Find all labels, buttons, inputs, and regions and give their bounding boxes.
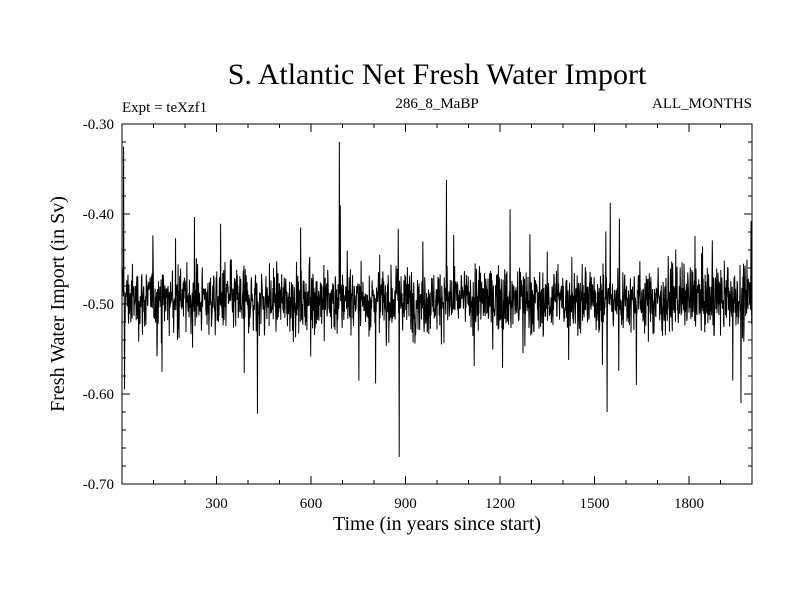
y-tick-label: -0.40 — [83, 207, 114, 223]
x-tick-label: 1200 — [485, 496, 515, 512]
series-line — [121, 141, 753, 458]
y-tick-label: -0.30 — [83, 117, 114, 133]
plot-area — [121, 123, 753, 485]
x-axis-ticks: 300 600 900 1200 1500 1800 — [153, 124, 721, 512]
y-axis-ticks: -0.30 -0.40 -0.50 -0.60 -0.70 — [83, 117, 752, 493]
x-axis-label: Time (in years since start) — [333, 513, 541, 535]
y-tick-label: -0.50 — [83, 297, 114, 313]
y-tick-label: -0.70 — [83, 477, 114, 493]
months-label: ALL_MONTHS — [652, 96, 752, 112]
y-axis-label: Fresh Water Import (in Sv) — [47, 196, 69, 412]
y-tick-label: -0.60 — [83, 387, 114, 403]
x-tick-label: 1500 — [580, 496, 610, 512]
chart-title: S. Atlantic Net Fresh Water Import — [228, 58, 647, 91]
x-tick-label: 900 — [394, 496, 417, 512]
x-tick-label: 1800 — [674, 496, 704, 512]
experiment-label: Expt = teXzf1 — [122, 100, 207, 116]
x-tick-label: 300 — [205, 496, 228, 512]
x-tick-label: 600 — [300, 496, 323, 512]
period-label: 286_8_MaBP — [395, 96, 478, 112]
